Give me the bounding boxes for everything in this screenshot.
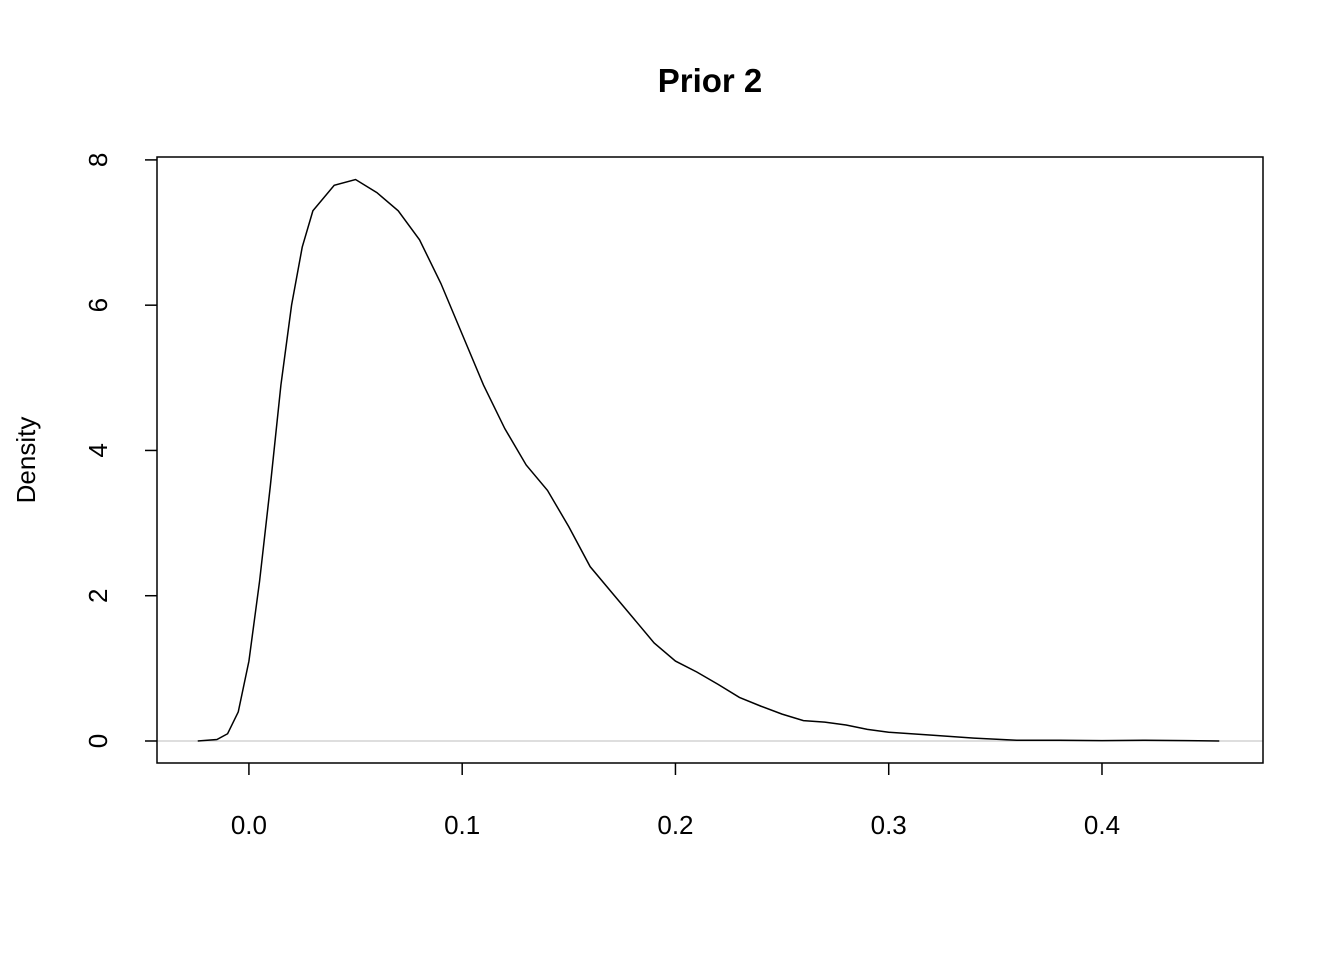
x-tick-label: 0.4: [1084, 810, 1120, 840]
x-tick-label: 0.1: [444, 810, 480, 840]
x-tick-label: 0.3: [871, 810, 907, 840]
y-tick-label: 4: [83, 443, 113, 457]
y-tick-label: 8: [83, 153, 113, 167]
x-tick-label: 0.0: [231, 810, 267, 840]
y-tick-label: 2: [83, 588, 113, 602]
y-tick-label: 6: [83, 298, 113, 312]
chart-title: Prior 2: [658, 62, 763, 99]
density-line: [197, 178, 1220, 742]
x-tick-label: 0.2: [657, 810, 693, 840]
y-axis-label: Density: [11, 417, 41, 504]
plot-frame: [156, 156, 1264, 764]
y-tick-label: 0: [83, 734, 113, 748]
